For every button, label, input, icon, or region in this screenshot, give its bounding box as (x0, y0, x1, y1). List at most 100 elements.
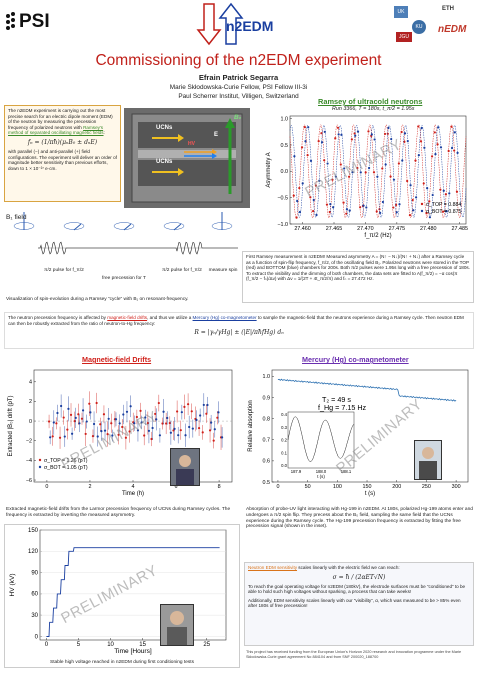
magnetic-drifts-link[interactable]: magnetic-field drifts (107, 315, 148, 320)
inset-y-tick-label: 0.0 (281, 463, 287, 468)
data-point (199, 414, 202, 417)
data-point (445, 210, 448, 213)
data-point (99, 423, 102, 426)
data-point (437, 126, 440, 129)
drift-title: Magnetic-field Drifts (82, 355, 152, 364)
data-point (146, 421, 149, 425)
data-point (426, 187, 429, 190)
data-point (183, 405, 186, 408)
y-tick-label: 0.8 (263, 416, 271, 422)
data-point (403, 132, 407, 135)
data-point (56, 411, 59, 415)
ramsey-heading: Ramsey of ultracold neutrons (318, 97, 423, 106)
data-point (140, 421, 143, 424)
data-point (345, 212, 348, 215)
data-point (450, 146, 454, 150)
x-tick-label: 2 (88, 484, 91, 490)
mercury-link[interactable]: Mercury (Hg) co-magnetometer (192, 315, 257, 320)
data-point (161, 422, 164, 425)
data-point (406, 139, 409, 143)
sensitivity-link[interactable]: Neutron EDM sensitivity (248, 565, 298, 570)
x-tick-label: 200 (392, 484, 401, 490)
data-point (397, 162, 400, 165)
data-point (428, 216, 432, 219)
apparatus-label-ucn-top: UCNs (156, 125, 173, 131)
data-point (444, 193, 447, 196)
ramsey-method-link[interactable]: Ramsey's method of separated oscillating… (8, 124, 104, 136)
data-point (201, 431, 204, 434)
data-point (91, 435, 95, 438)
y-tick-label: 1.0 (263, 374, 271, 380)
middle-strip: The neutron precession frequency is affe… (4, 312, 474, 349)
data-point (398, 203, 401, 206)
data-point (345, 208, 349, 211)
legend-marker (420, 202, 424, 206)
inset-x-label: t (s) (317, 474, 325, 479)
data-point (400, 130, 403, 134)
spin-arrow (73, 223, 82, 231)
x-tick-label: 10 (107, 642, 114, 648)
data-point (309, 159, 313, 162)
data-point (401, 159, 404, 162)
middle-text: The neutron precession frequency is affe… (8, 315, 470, 326)
data-point (350, 138, 353, 141)
legend-marker (38, 458, 42, 462)
hv-panel (4, 524, 240, 668)
data-point (177, 434, 180, 437)
data-point (359, 171, 362, 174)
precession-orbit (63, 222, 85, 230)
absorption-curve (277, 378, 457, 402)
data-point (95, 401, 98, 405)
data-point (81, 409, 85, 412)
data-point (334, 137, 337, 140)
x-axis-label: f_π/2 (Hz) (364, 233, 391, 239)
inset-curve (287, 416, 355, 462)
inset-label-t2: T₂ = 49 s (322, 395, 351, 404)
y-tick-label: 90 (31, 570, 38, 576)
inset-x-tick-label: 188.0 (316, 469, 327, 474)
data-point (168, 421, 171, 425)
data-point (384, 163, 387, 166)
y-tick-label: −2 (26, 439, 32, 445)
data-point (395, 211, 398, 214)
author-name: Efrain Patrick Segarra (198, 73, 279, 82)
data-point (84, 432, 87, 436)
data-point (434, 152, 437, 156)
partner-logos: UK ETH nEDM KU JGU (392, 2, 474, 48)
data-point (73, 420, 76, 423)
data-point (390, 137, 393, 141)
data-point (179, 429, 182, 432)
data-point (80, 417, 84, 420)
data-point (301, 182, 304, 185)
data-point (436, 143, 439, 146)
mercury-caption: Absorption of probe-UV light interacting… (246, 507, 473, 530)
data-point (373, 138, 376, 141)
inset-x-tick-label: 187.9 (291, 469, 302, 474)
data-point (409, 184, 412, 187)
data-point (315, 213, 318, 217)
precession-orbit (163, 222, 185, 230)
data-point (169, 431, 172, 434)
x-tick-label: 300 (452, 484, 461, 490)
person-icon (167, 611, 187, 645)
sensitivity-text-a: scales linearly with the electric field … (297, 565, 400, 570)
person-icon (419, 447, 437, 479)
data-point (206, 403, 209, 407)
apparatus-label-b0: B₀ (234, 114, 242, 121)
y-tick-label: 0 (35, 634, 39, 640)
psi-logo: PSI (4, 10, 64, 34)
data-point (195, 418, 198, 422)
data-point (78, 422, 81, 425)
psi-logo-text: PSI (19, 11, 50, 32)
data-point (362, 204, 365, 207)
data-point (114, 418, 118, 421)
data-point (154, 412, 157, 416)
data-point (133, 422, 136, 425)
data-point (293, 155, 296, 158)
partner-logo-1: UK (394, 6, 408, 18)
x-axis-label: Time (h) (122, 491, 144, 497)
x-tick-label: 27.465 (326, 226, 343, 232)
data-point (107, 417, 110, 420)
x-tick-label: 250 (422, 484, 431, 490)
data-point (190, 410, 193, 413)
